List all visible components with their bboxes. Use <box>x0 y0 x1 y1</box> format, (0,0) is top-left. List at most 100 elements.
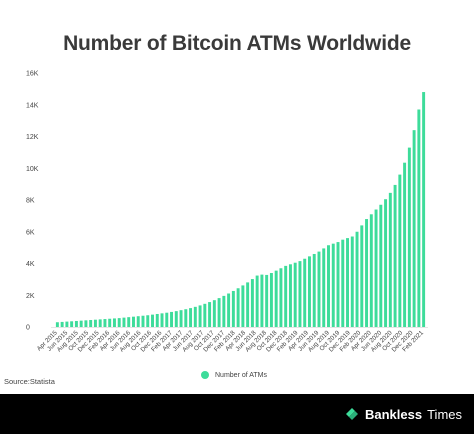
bar <box>141 315 145 327</box>
bar <box>108 318 112 327</box>
bar <box>222 295 226 327</box>
bar <box>255 275 259 327</box>
bar <box>288 264 292 327</box>
bar <box>151 314 154 327</box>
legend-swatch <box>201 371 209 379</box>
bar <box>132 316 135 327</box>
bar <box>284 265 288 327</box>
chart-title: Number of Bitcoin ATMs Worldwide <box>63 32 411 55</box>
brand-logo[interactable]: Bankless Times <box>344 406 462 422</box>
bar <box>269 273 273 327</box>
bar <box>355 231 359 327</box>
bar <box>350 236 354 327</box>
bar <box>60 321 64 327</box>
bar <box>265 274 269 327</box>
bar <box>407 147 411 327</box>
bar <box>250 279 254 327</box>
bar <box>365 219 369 327</box>
bar <box>379 204 383 327</box>
bar <box>179 310 183 327</box>
bar <box>417 109 421 327</box>
bar <box>331 243 335 327</box>
bar <box>117 318 121 327</box>
bar <box>198 305 202 327</box>
bar <box>312 253 316 327</box>
bar <box>274 270 278 327</box>
bar <box>74 320 78 327</box>
y-tick-label: 10K <box>26 166 39 173</box>
bar <box>93 319 97 327</box>
bar <box>112 318 116 327</box>
bar <box>203 303 207 327</box>
bar <box>89 320 93 327</box>
bar <box>393 184 397 327</box>
bar <box>136 316 140 327</box>
source-note: Source:Statista <box>4 377 55 386</box>
bar <box>231 290 235 327</box>
bar <box>422 92 426 327</box>
bar <box>184 309 188 327</box>
y-tick-label: 14K <box>26 102 39 109</box>
bar <box>241 285 245 327</box>
bar <box>189 308 193 327</box>
y-tick-label: 8K <box>26 198 35 205</box>
bar <box>403 162 407 327</box>
bar <box>65 321 69 327</box>
y-axis: 0 2K 4K 6K 8K 10K 12K 14K 16K <box>26 71 39 332</box>
bar <box>374 209 378 327</box>
bankless-times-logo-icon <box>346 408 358 420</box>
bar <box>84 320 88 327</box>
bar <box>360 225 364 327</box>
bar <box>298 261 302 327</box>
bar <box>327 245 330 327</box>
bar <box>260 274 264 327</box>
bar <box>317 251 321 327</box>
brand-name-regular: Times <box>427 406 462 422</box>
y-tick-label: 16K <box>26 71 39 78</box>
bar <box>55 322 59 327</box>
bar <box>217 298 221 327</box>
bar <box>236 288 240 327</box>
bar <box>212 300 216 327</box>
bar <box>293 262 297 327</box>
bar <box>303 258 307 327</box>
bar <box>384 199 388 327</box>
bar <box>369 214 373 327</box>
bar <box>307 256 311 327</box>
y-tick-label: 2K <box>26 293 35 300</box>
bar <box>160 313 164 327</box>
y-tick-label: 0 <box>26 325 30 332</box>
bar <box>388 192 392 327</box>
bar <box>165 312 169 327</box>
y-tick-label: 4K <box>26 261 35 268</box>
bar <box>279 268 283 327</box>
bar-series <box>55 92 426 328</box>
bar <box>208 302 212 327</box>
legend: Number of ATMs <box>201 371 267 379</box>
bar <box>122 317 126 327</box>
bar <box>412 130 416 327</box>
bar <box>103 319 107 327</box>
bar <box>174 311 178 328</box>
bar <box>79 320 83 327</box>
bar <box>227 293 231 327</box>
bar <box>98 319 102 327</box>
bar <box>336 242 340 327</box>
footer-bar: Bankless Times <box>0 394 474 434</box>
brand-name-bold: Bankless <box>365 406 423 422</box>
bar <box>398 174 402 327</box>
bar <box>322 248 326 327</box>
y-tick-label: 12K <box>26 134 39 141</box>
bar <box>346 238 349 327</box>
bar <box>193 306 197 327</box>
legend-label: Number of ATMs <box>215 371 267 379</box>
bar <box>127 317 131 327</box>
bar <box>155 313 159 327</box>
bar <box>70 321 74 327</box>
y-tick-label: 6K <box>26 229 35 236</box>
bar <box>146 315 150 327</box>
bar <box>246 282 250 327</box>
bar <box>341 239 345 327</box>
